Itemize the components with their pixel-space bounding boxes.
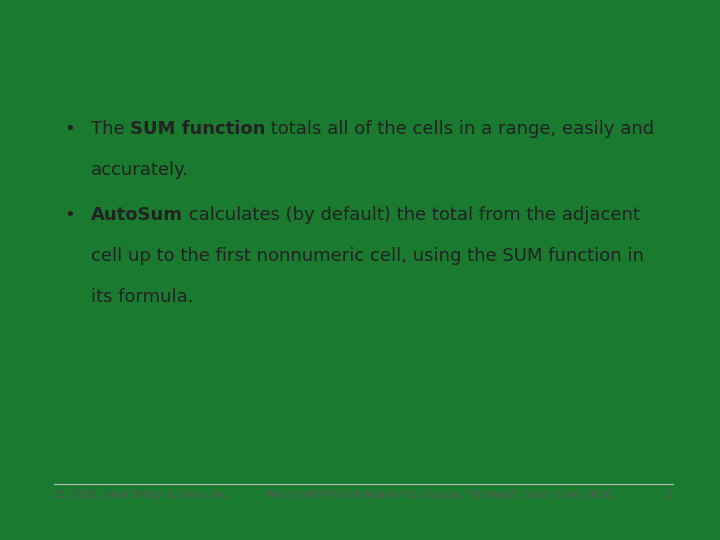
Text: •: • xyxy=(64,120,75,138)
Text: AutoSum: AutoSum xyxy=(91,206,183,224)
Text: accurately.: accurately. xyxy=(91,161,189,179)
Text: The: The xyxy=(91,120,130,138)
Text: cell up to the first nonnumeric cell, using the SUM function in: cell up to the first nonnumeric cell, us… xyxy=(91,247,644,265)
Text: calculates (by default) the total from the adjacent: calculates (by default) the total from t… xyxy=(183,206,639,224)
Text: Microsoft Official Academic Course, Microsoft Excel Core 2016: Microsoft Official Academic Course, Micr… xyxy=(267,490,612,500)
Text: its formula.: its formula. xyxy=(91,288,193,306)
Text: •: • xyxy=(64,206,75,224)
Text: totals all of the cells in a range, easily and: totals all of the cells in a range, easi… xyxy=(265,120,654,138)
Text: 5: 5 xyxy=(666,490,672,500)
Text: Using the SUM Function: Using the SUM Function xyxy=(54,43,464,72)
Text: SUM function: SUM function xyxy=(130,120,265,138)
Text: © 2016, John Wiley & Sons, Inc.: © 2016, John Wiley & Sons, Inc. xyxy=(54,490,231,500)
